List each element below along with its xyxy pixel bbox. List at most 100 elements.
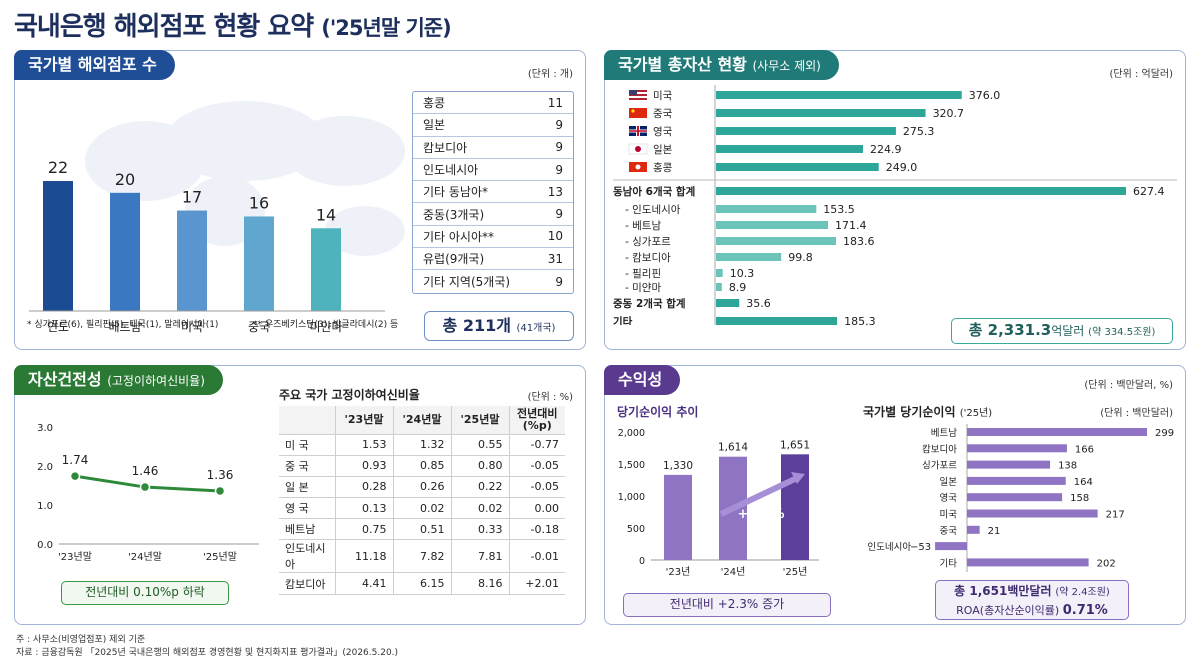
country-income-label-5: 미국 [940,510,958,521]
table-cell: 4.41 [334,572,393,595]
y-tick-4: 2,000 [618,428,645,439]
total-assets-summary: 총 2,331.3억달러 (약 334.5조원) [951,318,1173,344]
table-row: 일 본 0.28 0.26 0.22 -0.05 [279,476,565,499]
branch-list-row: 캄보디아 9 [413,137,573,159]
y-tick-2: 2.0 [37,462,53,473]
branch-list-name: 인도네시아 [423,163,479,178]
table-cell: 8.16 [450,572,509,595]
table-cell: -0.05 [508,476,565,499]
table-cell: 0.85 [392,455,451,477]
hk-flag-icon [629,162,647,172]
asset-value-9: 99.8 [788,251,813,264]
country-income-value-6: 21 [988,526,1001,537]
npl-summary: 전년대비 0.10%p 하락 [61,581,229,605]
country-income-title: 국가별 당기순이익 ('25년) [863,405,993,419]
footer-note: 주 : 사무소(비영업점포) 제외 기준 [16,635,146,645]
table-title: 주요 국가 고정이하여신비율 [279,388,420,402]
country-income-bar-2 [967,460,1051,469]
branch-list-name: 캄보디아 [423,140,468,155]
country-income-bar-3 [967,476,1066,485]
branch-list-row: 중동(3개국) 9 [413,203,573,226]
country-income-value-0: 299 [1155,428,1174,439]
table-header-row: '23년말 '24년말 '25년말 전년대비 (%p) [279,406,565,435]
bar-label-4: 미얀마 [309,320,342,334]
asset-value-1: 320.7 [933,107,965,120]
asset-label-2: 영국 [653,126,673,138]
country-income-bar-5 [967,509,1098,518]
y-tick-0: 0 [639,556,645,567]
asset-label-6: - 인도네시아 [625,204,681,216]
asset-bar-5 [716,187,1126,195]
branch-list-name: 유럽(9개국) [423,252,485,267]
asset-quality-panel: 자산건전성 (고정이하여신비율) 0.0 1.0 2.0 3.0 1.74'23년말 1.… [14,365,586,625]
branch-list-row: 기타 지역(5개국) 9 [413,270,573,292]
bar-label-2: 미국 [181,320,203,334]
asset-bar-13 [716,317,838,325]
asset-label-7: - 베트남 [625,220,661,232]
country-income-bar-0 [967,428,1147,436]
net-income-trend-title: 당기순이익 추이 [617,405,699,419]
table-cell: -0.01 [508,539,565,574]
table-row: 인도네시아 11.18 7.82 7.81 -0.01 [279,539,565,574]
npl-value-1: 1.46 [132,464,159,478]
y-tick-0: 0.0 [37,540,53,551]
asset-label-10: - 필리핀 [625,268,661,280]
bar-3 [244,216,274,311]
asset-value-7: 171.4 [835,219,867,232]
branch-list-value: 31 [547,251,563,266]
branch-list-value: 9 [555,162,563,177]
table-cell: 11.18 [334,539,393,574]
asset-value-4: 249.0 [886,161,918,174]
total-branches: 총 211개 (41개국) [424,311,574,341]
income-bar-0 [664,474,692,560]
income-value-0: 1,330 [663,460,693,472]
country-income-bar-4 [967,493,1063,502]
branch-list-name: 일본 [423,118,446,133]
total-assets-panel: 국가별 총자산 현황 (사무소 제외) (단위 : 억달러) 376.0 미국 32… [604,50,1186,350]
branch-list-row: 홍콩 11 [413,92,573,115]
asset-value-12: 35.6 [746,297,771,310]
unit-label: (단위 : 개) [527,69,573,80]
unit-label: (단위 : %) [527,392,573,403]
table-cell: 영 국 [279,497,335,520]
asset-label-9: - 캄보디아 [625,252,671,264]
table-cell: 7.81 [450,539,509,574]
asset-label-3: 일본 [653,143,673,156]
income-value-1: 1,614 [718,442,748,454]
asset-bar-2 [716,127,896,135]
table-row: 미 국 1.53 1.32 0.55 -0.77 [279,434,565,456]
country-income-label-4: 영국 [940,493,958,504]
table-cell: 캄보디아 [279,572,335,595]
asset-bar-3 [716,145,863,153]
y-tick-2: 1,000 [618,492,645,503]
table-row: 베트남 0.75 0.51 0.33 -0.18 [279,518,565,541]
country-income-value-2: 138 [1058,461,1077,472]
country-income-label-0: 베트남 [931,428,957,439]
table-header: '25년말 [450,406,509,435]
y-tick-1: 500 [627,524,645,535]
table-cell: 0.26 [392,476,451,499]
table-header [279,406,335,435]
branch-list-row: 기타 아시아** 10 [413,226,573,249]
panel-title: 자산건전성 (고정이하여신비율) [14,365,223,395]
country-income-value-1: 166 [1075,444,1094,455]
branch-list-value: 9 [555,207,563,222]
table-cell: 0.80 [450,455,509,477]
bar-label-1: 베트남 [108,320,141,334]
asset-label-0: 미국 [653,90,673,102]
bar-value-0: 22 [48,158,68,177]
bar-0 [43,181,73,311]
npl-value-2: 1.36 [207,468,234,482]
branch-list-value: 9 [555,117,563,132]
branch-list-value: 11 [547,95,563,110]
asset-value-2: 275.3 [903,125,935,138]
asset-value-13: 185.3 [844,315,876,325]
bar-1 [110,192,140,311]
asset-label-4: 홍콩 [653,161,673,174]
branch-list-value: 9 [555,140,563,155]
asset-label-11: - 미얀마 [625,281,661,294]
country-income-bar-8 [967,558,1089,567]
table-cell: +2.01 [508,572,565,595]
us-flag-icon [629,90,647,100]
unit-label: (단위 : 백만달러, %) [1084,380,1173,391]
